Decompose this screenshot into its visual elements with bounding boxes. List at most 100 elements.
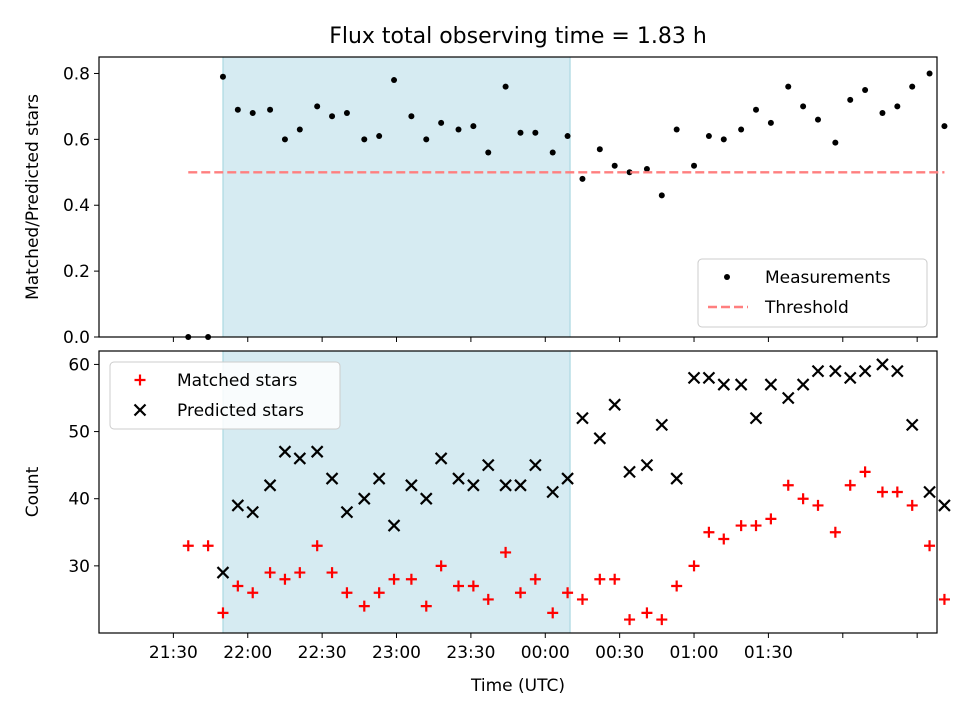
measurement-point	[517, 129, 524, 136]
predicted-stars-point	[278, 445, 292, 458]
predicted-stars-point	[372, 472, 386, 485]
predicted-stars-point	[358, 492, 371, 505]
measurement-point	[579, 175, 586, 182]
matched-stars-point	[844, 479, 856, 491]
predicted-stars-point	[876, 358, 889, 371]
x-tick-label: 00:30	[595, 643, 644, 663]
predicted-stars-point	[938, 499, 951, 512]
measurement-point	[296, 126, 303, 133]
predicted-stars-point	[749, 411, 763, 425]
matched-stars-point	[688, 560, 700, 572]
measurement-point	[941, 123, 948, 130]
matched-stars-point	[264, 567, 276, 579]
matched-stars-point	[750, 520, 762, 532]
chart-title: Flux total observing time = 1.83 h	[329, 24, 707, 49]
matched-stars-point	[373, 587, 385, 599]
predicted-stars-point	[293, 452, 307, 465]
predicted-stars-point	[561, 472, 574, 485]
matched-stars-point	[671, 580, 683, 592]
measurement-point	[909, 83, 916, 90]
matched-stars-point	[641, 607, 653, 619]
matched-stars-point	[703, 526, 715, 538]
measurement-point	[658, 192, 665, 199]
measurement-point	[691, 162, 698, 169]
matched-stars-point	[388, 573, 400, 585]
matched-stars-point	[529, 573, 541, 585]
measurement-point	[673, 126, 680, 133]
predicted-stars-point	[843, 371, 857, 385]
measurement-point	[234, 106, 241, 113]
measurement-point	[832, 139, 839, 146]
matched-stars-point	[782, 479, 794, 491]
measurement-point	[753, 106, 760, 113]
matched-stars-point	[232, 580, 244, 592]
measurement-point	[643, 166, 650, 172]
matched-stars-point	[482, 593, 494, 605]
x-axis-label: Time (UTC)	[470, 676, 565, 696]
predicted-stars-point	[905, 418, 919, 432]
measurement-point	[800, 103, 807, 110]
predicted-stars-point	[387, 519, 401, 532]
measurement-point	[329, 113, 336, 120]
matched-stars-point	[217, 607, 229, 619]
measurement-point	[376, 133, 383, 140]
matched-stars-point	[326, 567, 338, 579]
matched-stars-point	[452, 580, 464, 592]
matched-stars-point	[182, 540, 194, 552]
x-tick-label: 23:00	[372, 643, 421, 663]
y-tick-label: 0.4	[63, 196, 90, 216]
predicted-stars-point	[687, 371, 701, 385]
measurement-point	[814, 116, 821, 123]
predicted-stars-point	[576, 411, 589, 425]
measurement-point	[847, 96, 854, 103]
predicted-stars-point	[608, 398, 621, 411]
measurement-point	[596, 146, 603, 153]
matched-stars-point	[576, 593, 588, 605]
matched-stars-point	[938, 593, 950, 605]
matched-stars-point	[341, 587, 353, 599]
predicted-stars-point	[811, 364, 825, 378]
y-tick-label: 0.2	[63, 262, 90, 282]
axes-frame	[98, 56, 938, 338]
matched-stars-point	[859, 466, 871, 478]
predicted-stars-point	[655, 418, 669, 432]
top-panel: 0.0 0.2 0.4 0.6 0.8 Matched/Predicted stars Me…	[23, 56, 948, 348]
measurement-point	[391, 77, 398, 84]
predicted-stars-point	[467, 479, 480, 492]
predicted-stars-point	[499, 479, 512, 492]
measurement-point	[314, 103, 321, 110]
predicted-stars-point	[717, 378, 731, 391]
predicted-stars-point	[923, 485, 936, 499]
x-tick-label: 23:30	[446, 643, 495, 663]
matched-stars-point	[891, 486, 903, 498]
measurement-point	[894, 103, 901, 110]
matched-stars-point	[500, 546, 512, 558]
measurement-point	[926, 70, 933, 77]
predicted-stars-point	[481, 458, 495, 472]
measurement-point	[532, 129, 539, 136]
predicted-stars-point	[702, 371, 716, 385]
predicted-stars-point	[829, 364, 842, 378]
matched-stars-point	[906, 499, 918, 511]
matched-stars-point	[624, 614, 636, 626]
x-tick-label: 01:00	[670, 643, 719, 663]
predicted-stars-point	[858, 364, 872, 378]
matched-stars-point	[405, 573, 417, 585]
measurement-point	[219, 73, 226, 80]
matched-stars-point	[358, 600, 370, 612]
predicted-stars-point	[246, 505, 259, 519]
y-tick-label: 0.8	[63, 64, 90, 84]
y-tick-label: 40	[68, 490, 90, 510]
predicted-stars-point	[891, 364, 904, 378]
measurement-point	[767, 119, 774, 126]
measurement-point	[408, 113, 415, 120]
measurement-point	[626, 169, 633, 176]
axes-frame	[98, 350, 938, 634]
matched-stars-point	[279, 573, 291, 585]
predicted-stars-point	[405, 479, 418, 492]
measurement-point	[455, 126, 462, 133]
measurement-point	[879, 110, 886, 116]
legend-label-matched: Matched stars	[177, 371, 297, 391]
legend: Matched stars Predicted stars	[109, 361, 341, 430]
